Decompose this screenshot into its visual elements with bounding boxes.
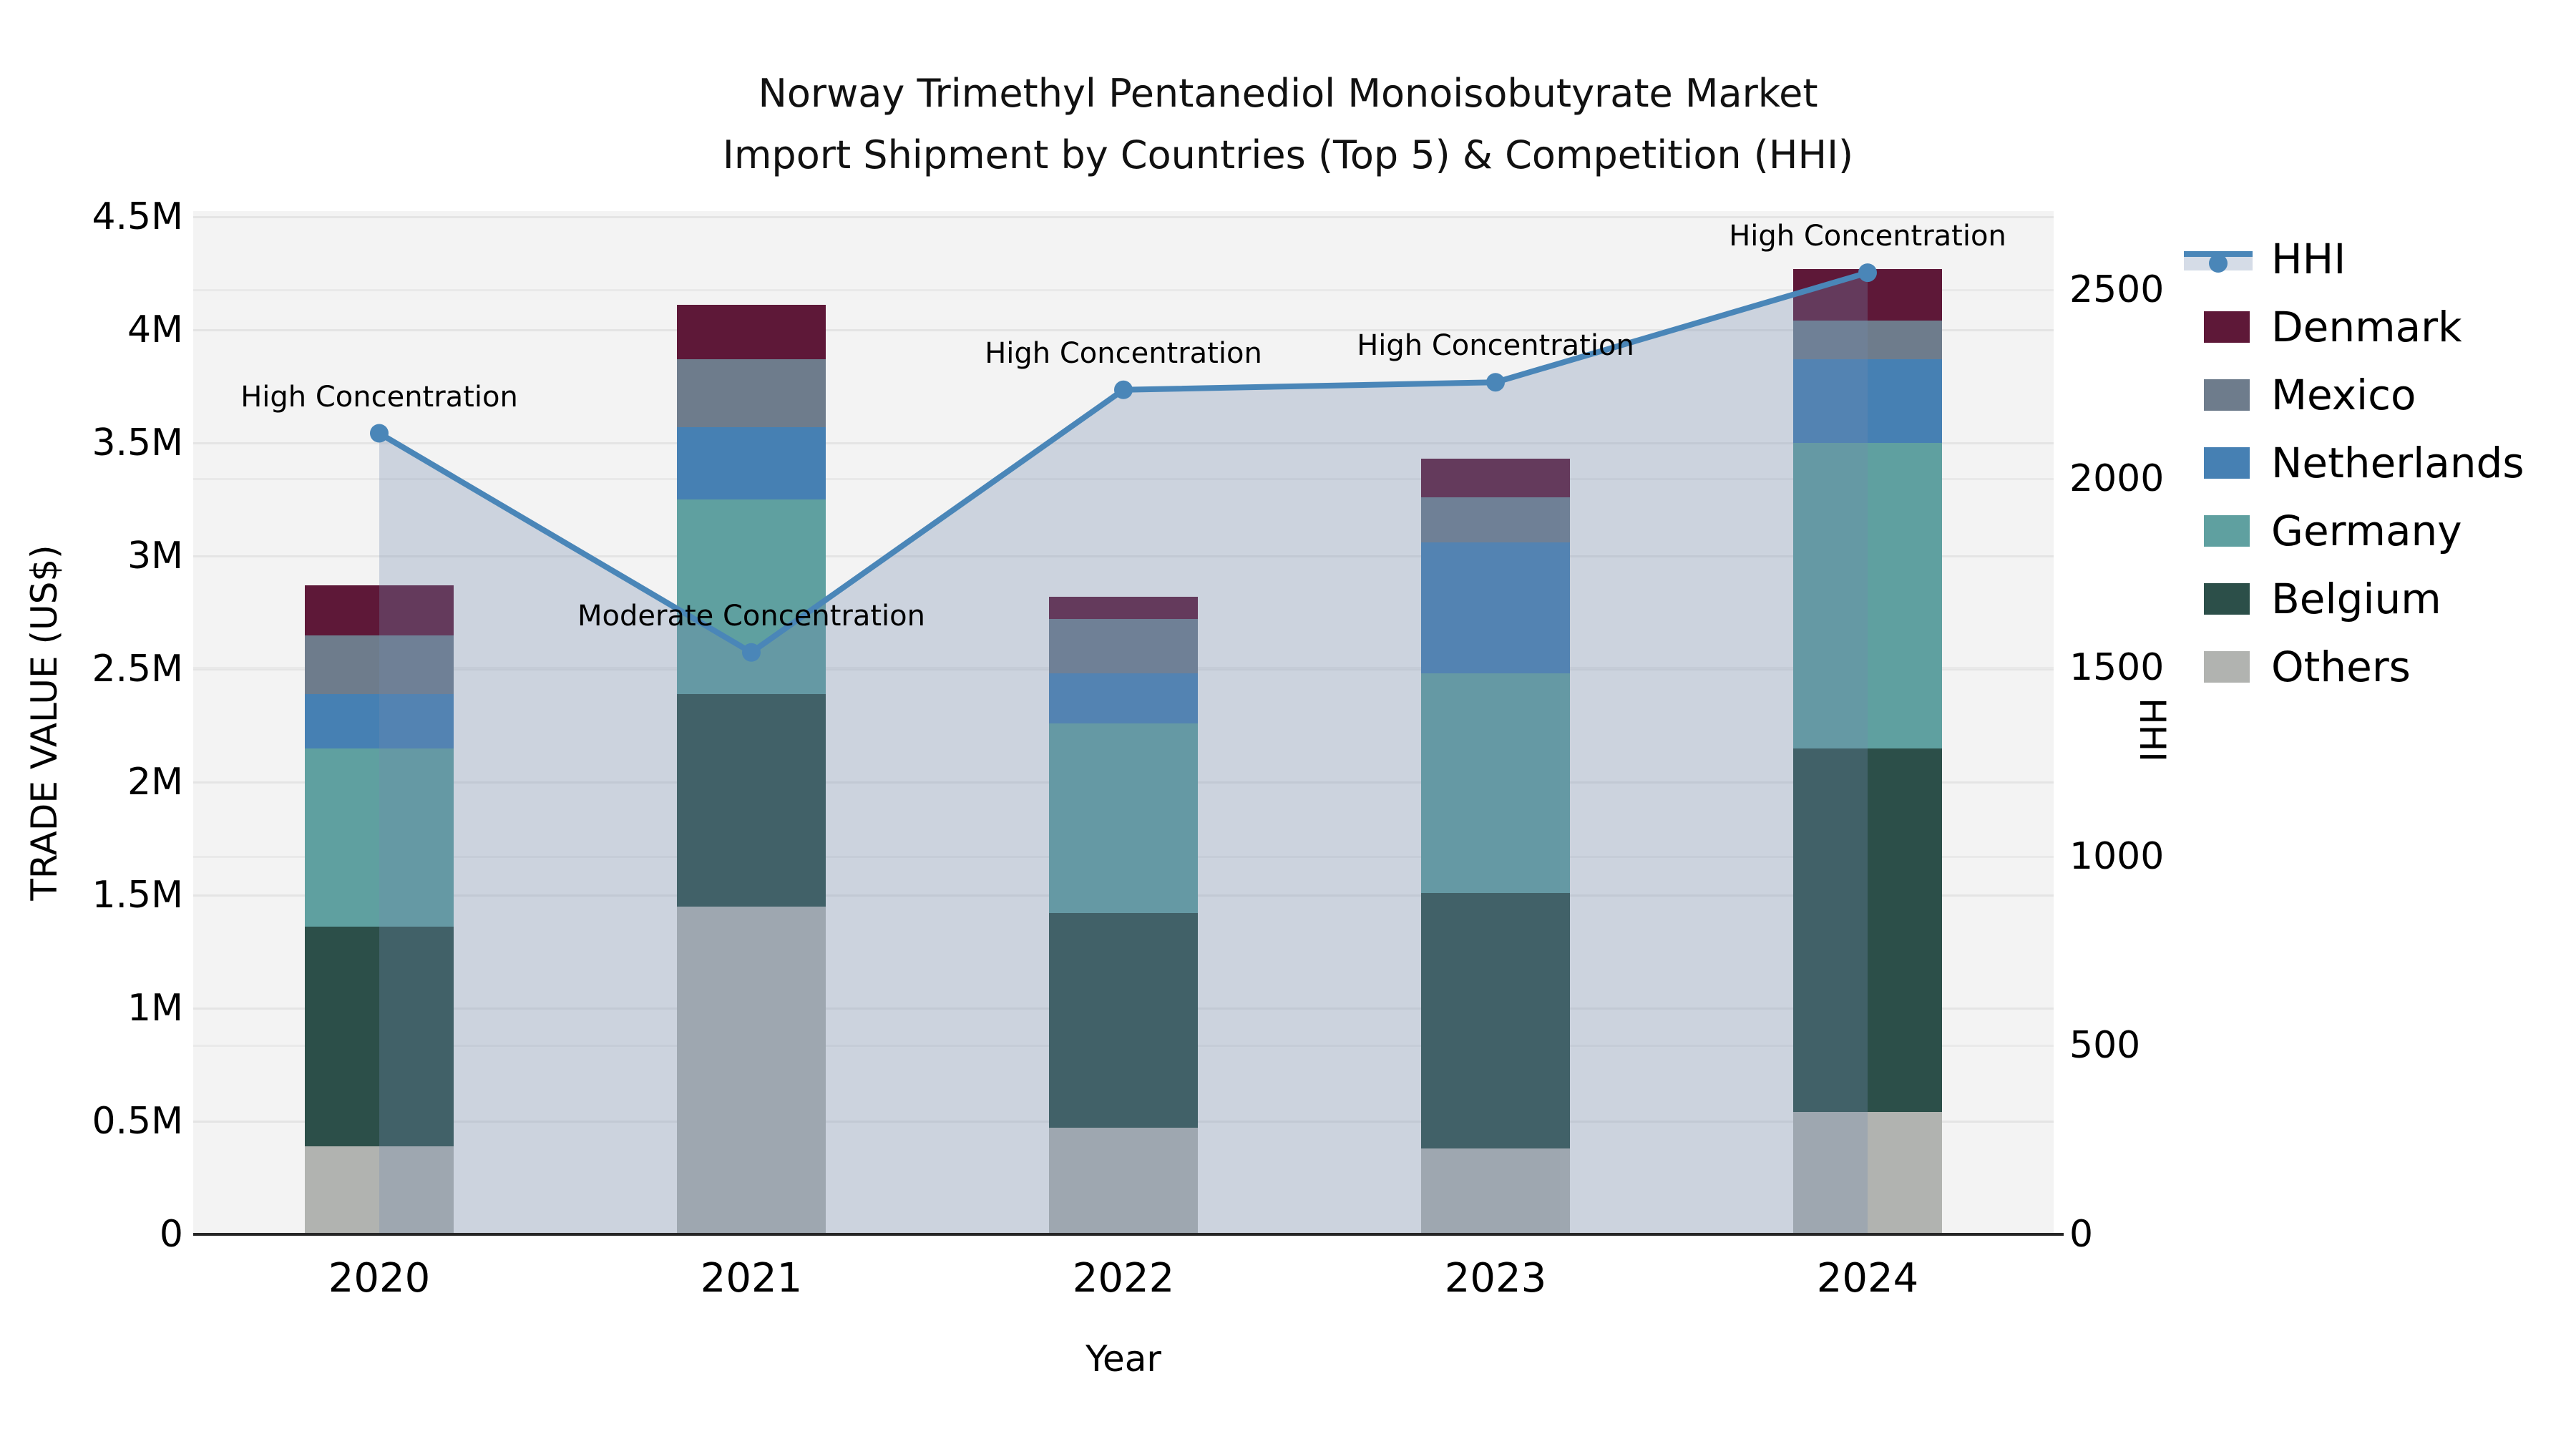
- y-left-tick-4M: 4M: [127, 308, 183, 351]
- legend-label-mexico: Mexico: [2271, 371, 2416, 419]
- annotation-2020: High Concentration: [240, 380, 518, 414]
- chart-title-line1: Norway Trimethyl Pentanediol Monoisobuty…: [758, 71, 1818, 116]
- annotation-2023: High Concentration: [1357, 329, 1634, 363]
- x-tick-2020: 2020: [328, 1255, 431, 1302]
- y-right-tick-500: 500: [2069, 1023, 2141, 1067]
- bar-segment-2023-netherlands: [1421, 542, 1570, 674]
- bar-2020: [305, 585, 454, 1234]
- y-right-tick-2500: 2500: [2069, 268, 2165, 311]
- legend-item-hhi: HHI: [2184, 238, 2524, 280]
- annotation-2021: Moderate Concentration: [577, 599, 925, 633]
- y-axis-left-title: TRADE VALUE (US$): [24, 545, 65, 901]
- bar-segment-2020-belgium: [305, 927, 454, 1146]
- y-left-tick-1.5M: 1.5M: [92, 873, 183, 917]
- bar-2024: [1793, 268, 1942, 1234]
- bar-segment-2024-netherlands: [1793, 359, 1942, 443]
- legend-swatch-belgium: [2204, 583, 2250, 615]
- legend-swatch-netherlands: [2204, 447, 2250, 479]
- legend: HHI Denmark Mexico Netherlands Germany Belgiu…: [2184, 238, 2524, 713]
- bar-segment-2023-mexico: [1421, 497, 1570, 542]
- x-tick-2021: 2021: [700, 1255, 803, 1302]
- bar-segment-2023-germany: [1421, 673, 1570, 893]
- bar-segment-2024-belgium: [1793, 748, 1942, 1113]
- x-axis-title: Year: [1085, 1338, 1161, 1380]
- legend-swatch-denmark: [2204, 311, 2250, 343]
- bar-segment-2020-mexico: [305, 635, 454, 694]
- bar-segment-2022-mexico: [1049, 619, 1198, 674]
- bar-segment-2021-denmark: [677, 305, 826, 359]
- legend-item-netherlands: Netherlands: [2184, 441, 2524, 484]
- legend-label-germany: Germany: [2271, 507, 2462, 555]
- bar-segment-2020-netherlands: [305, 693, 454, 748]
- bar-segment-2024-germany: [1793, 442, 1942, 748]
- gridline-hhi-2500: [193, 288, 2054, 291]
- bar-2022: [1049, 596, 1198, 1234]
- bar-segment-2022-germany: [1049, 723, 1198, 914]
- legend-item-denmark: Denmark: [2184, 306, 2524, 348]
- bar-segment-2022-belgium: [1049, 913, 1198, 1128]
- bar-segment-2022-netherlands: [1049, 673, 1198, 723]
- legend-label-netherlands: Netherlands: [2271, 439, 2524, 487]
- y-left-tick-0: 0: [159, 1213, 183, 1256]
- bar-segment-2021-others: [677, 906, 826, 1234]
- bar-segment-2023-others: [1421, 1148, 1570, 1234]
- y-left-tick-0.5M: 0.5M: [92, 1099, 183, 1143]
- bar-segment-2023-belgium: [1421, 892, 1570, 1148]
- bar-segment-2022-others: [1049, 1128, 1198, 1234]
- y-right-tick-2000: 2000: [2069, 457, 2165, 500]
- legend-label-others: Others: [2271, 643, 2411, 691]
- bar-segment-2021-germany: [677, 499, 826, 694]
- gridline-trade-4: [193, 328, 2054, 331]
- y-left-tick-2.5M: 2.5M: [92, 647, 183, 691]
- bar-2021: [677, 305, 826, 1234]
- legend-label-denmark: Denmark: [2271, 303, 2462, 351]
- y-left-tick-3M: 3M: [127, 534, 183, 577]
- legend-swatch-mexico: [2204, 379, 2250, 411]
- y-left-tick-2M: 2M: [127, 760, 183, 804]
- bar-segment-2021-belgium: [677, 693, 826, 907]
- bar-segment-2024-mexico: [1793, 321, 1942, 359]
- legend-hhi-line-sample-icon: [2184, 243, 2253, 275]
- gridline-trade-4.5: [193, 215, 2054, 218]
- bar-segment-2024-denmark: [1793, 268, 1942, 321]
- legend-item-germany: Germany: [2184, 509, 2524, 552]
- legend-swatch-germany: [2204, 515, 2250, 547]
- bar-segment-2023-denmark: [1421, 459, 1570, 497]
- bar-segment-2024-others: [1793, 1112, 1942, 1234]
- legend-label-belgium: Belgium: [2271, 575, 2441, 623]
- y-axis-right-title: HHI: [2132, 698, 2173, 762]
- gridline-hhi-2000: [193, 477, 2054, 480]
- x-axis-line: [193, 1233, 2064, 1236]
- bar-segment-2022-denmark: [1049, 596, 1198, 620]
- legend-item-mexico: Mexico: [2184, 374, 2524, 416]
- chart-title-line2: Import Shipment by Countries (Top 5) & C…: [722, 132, 1854, 177]
- bar-segment-2021-netherlands: [677, 426, 826, 499]
- bar-segment-2020-germany: [305, 748, 454, 927]
- y-left-tick-1M: 1M: [127, 986, 183, 1030]
- y-right-tick-1500: 1500: [2069, 645, 2165, 689]
- legend-item-belgium: Belgium: [2184, 577, 2524, 620]
- bar-segment-2021-mexico: [677, 359, 826, 427]
- x-tick-2024: 2024: [1816, 1255, 1919, 1302]
- y-left-tick-4.5M: 4.5M: [92, 195, 183, 238]
- legend-item-others: Others: [2184, 645, 2524, 688]
- chart-title: Norway Trimethyl Pentanediol Monoisobuty…: [0, 63, 2576, 186]
- x-tick-2022: 2022: [1072, 1255, 1175, 1302]
- annotation-2024: High Concentration: [1729, 220, 2006, 253]
- y-right-tick-1000: 1000: [2069, 834, 2165, 878]
- y-right-tick-0: 0: [2069, 1213, 2094, 1256]
- bar-segment-2020-denmark: [305, 585, 454, 635]
- gridline-trade-3: [193, 555, 2054, 557]
- annotation-2022: High Concentration: [985, 336, 1262, 370]
- legend-swatch-others: [2204, 651, 2250, 683]
- y-left-tick-3.5M: 3.5M: [92, 421, 183, 464]
- bar-2023: [1421, 459, 1570, 1234]
- legend-label-hhi: HHI: [2271, 235, 2346, 283]
- gridline-trade-3.5: [193, 441, 2054, 444]
- bar-segment-2020-others: [305, 1146, 454, 1234]
- x-tick-2023: 2023: [1444, 1255, 1547, 1302]
